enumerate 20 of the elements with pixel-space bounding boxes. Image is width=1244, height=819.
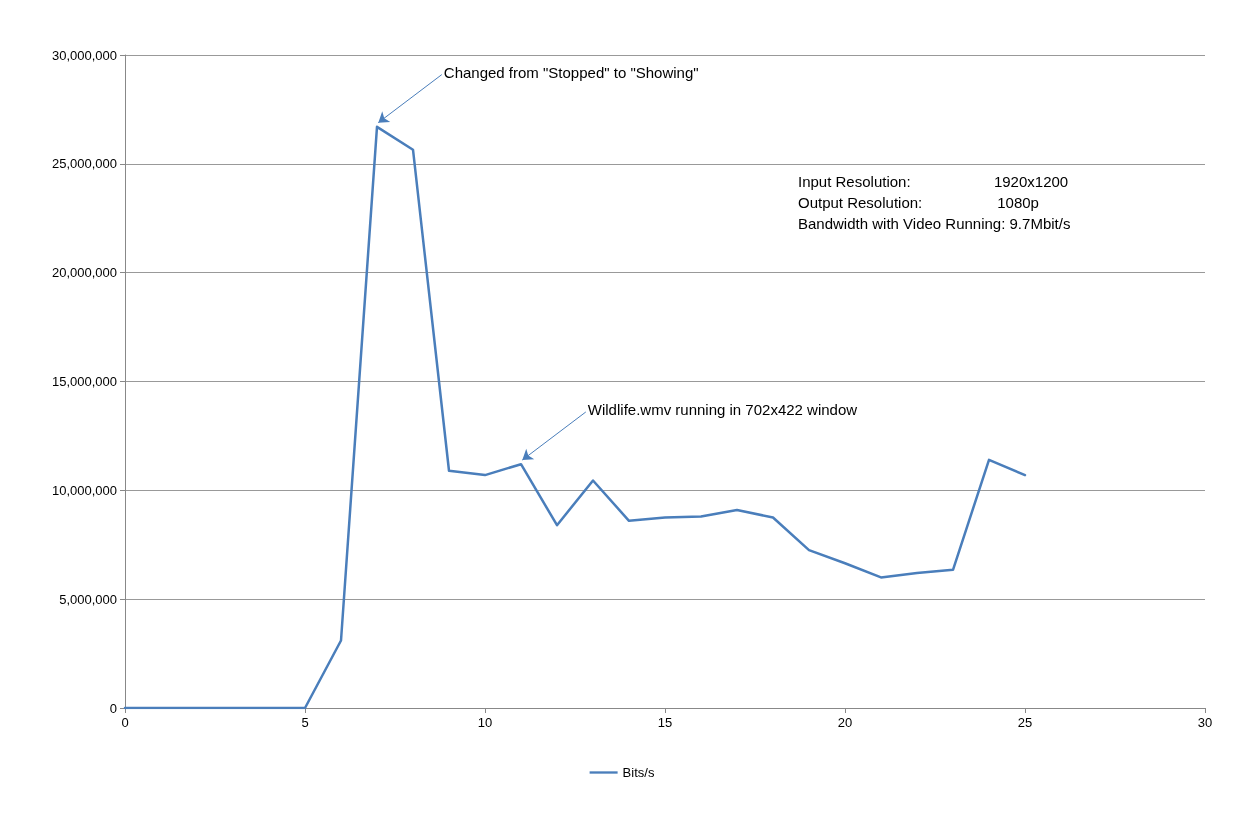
y-tick-label: 15,000,000 (51, 374, 117, 389)
annotation: Wildlife.wmv running in 702x422 window (587, 400, 858, 418)
x-tick-label: 25 (1017, 715, 1033, 730)
x-tick-label: 0 (121, 715, 129, 730)
y-tick-label: 10,000,000 (51, 482, 117, 498)
annotation: Output Resolution: 1080p (798, 194, 1039, 211)
x-tick-label: 5 (301, 715, 309, 730)
x-tick-label: 30 (1197, 715, 1213, 730)
annotation: Changed from "Stopped" to "Showing" (443, 63, 699, 81)
y-tick-label: 20,000,000 (51, 265, 117, 281)
y-tick-label: 5,000,000 (59, 591, 117, 607)
legend-label: Bits/s (622, 765, 655, 780)
x-tick-label: 10 (477, 715, 493, 730)
y-tick-label: 25,000,000 (51, 156, 117, 172)
x-tick-label: 20 (837, 715, 853, 730)
annotation: Bandwidth with Video Running: 9.7Mbit/s (798, 215, 1071, 232)
x-tick-label: 15 (657, 715, 673, 730)
y-tick-label: 30,000,000 (51, 47, 117, 63)
annotation: Input Resolution: 1920x1200 (798, 173, 1069, 190)
y-tick-label: 0 (109, 700, 117, 716)
